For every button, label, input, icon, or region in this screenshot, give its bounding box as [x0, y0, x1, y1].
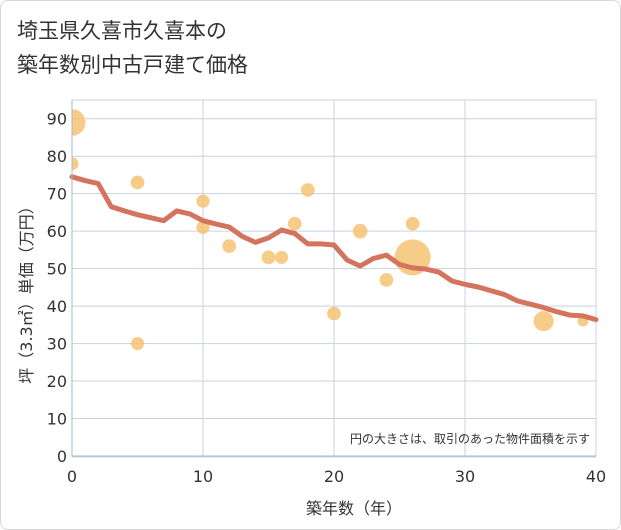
- x-tick-label: 20: [324, 467, 344, 486]
- trend-line: [69, 174, 599, 323]
- y-tick-label: 20: [47, 372, 67, 391]
- size-annotation: 円の大きさは、取引のあった物件面積を示す: [350, 431, 590, 446]
- data-bubble: [130, 337, 145, 351]
- x-tick-labels: 0 10 20 30 40: [67, 467, 606, 486]
- data-bubble: [287, 216, 302, 231]
- y-tick-labels: 0 10 20 30 40 50 60 70 80 90: [47, 110, 67, 466]
- y-tick-label: 10: [47, 410, 67, 429]
- y-tick-label: 70: [47, 185, 67, 204]
- chart-title: 埼玉県久喜市久喜本の 築年数別中古戸建て価格: [17, 14, 607, 82]
- data-bubble: [275, 250, 289, 264]
- data-bubble: [261, 250, 276, 265]
- x-axis-title: 築年数（年）: [306, 499, 402, 518]
- data-bubble: [72, 109, 86, 136]
- chart-title-line1: 埼玉県久喜市久喜本の: [17, 19, 227, 43]
- y-tick-label: 60: [47, 222, 67, 241]
- y-tick-label: 90: [47, 110, 67, 129]
- y-tick-label: 50: [47, 260, 67, 279]
- data-bubble: [196, 194, 210, 208]
- grid-lines: [72, 100, 597, 456]
- data-bubble: [327, 306, 341, 321]
- data-bubble: [72, 157, 79, 171]
- data-bubble: [379, 273, 394, 287]
- data-bubble: [196, 220, 210, 234]
- x-tick-label: 40: [586, 467, 606, 486]
- x-tick-label: 0: [67, 467, 77, 486]
- y-tick-label: 30: [47, 335, 67, 354]
- data-bubble: [405, 216, 420, 231]
- data-bubble: [300, 183, 315, 197]
- chart-title-line2: 築年数別中古戸建て価格: [17, 53, 248, 77]
- y-tick-label: 80: [47, 147, 67, 166]
- x-tick-label: 30: [455, 467, 475, 486]
- data-bubble: [222, 239, 237, 253]
- x-tick-label: 10: [193, 467, 213, 486]
- data-bubble: [352, 223, 368, 239]
- y-axis-title: 坪（3.3㎡）単価（万円）: [17, 198, 36, 383]
- y-tick-label: 0: [57, 447, 67, 466]
- y-tick-label: 40: [47, 297, 67, 316]
- data-bubble: [533, 311, 554, 332]
- data-bubble: [130, 175, 145, 190]
